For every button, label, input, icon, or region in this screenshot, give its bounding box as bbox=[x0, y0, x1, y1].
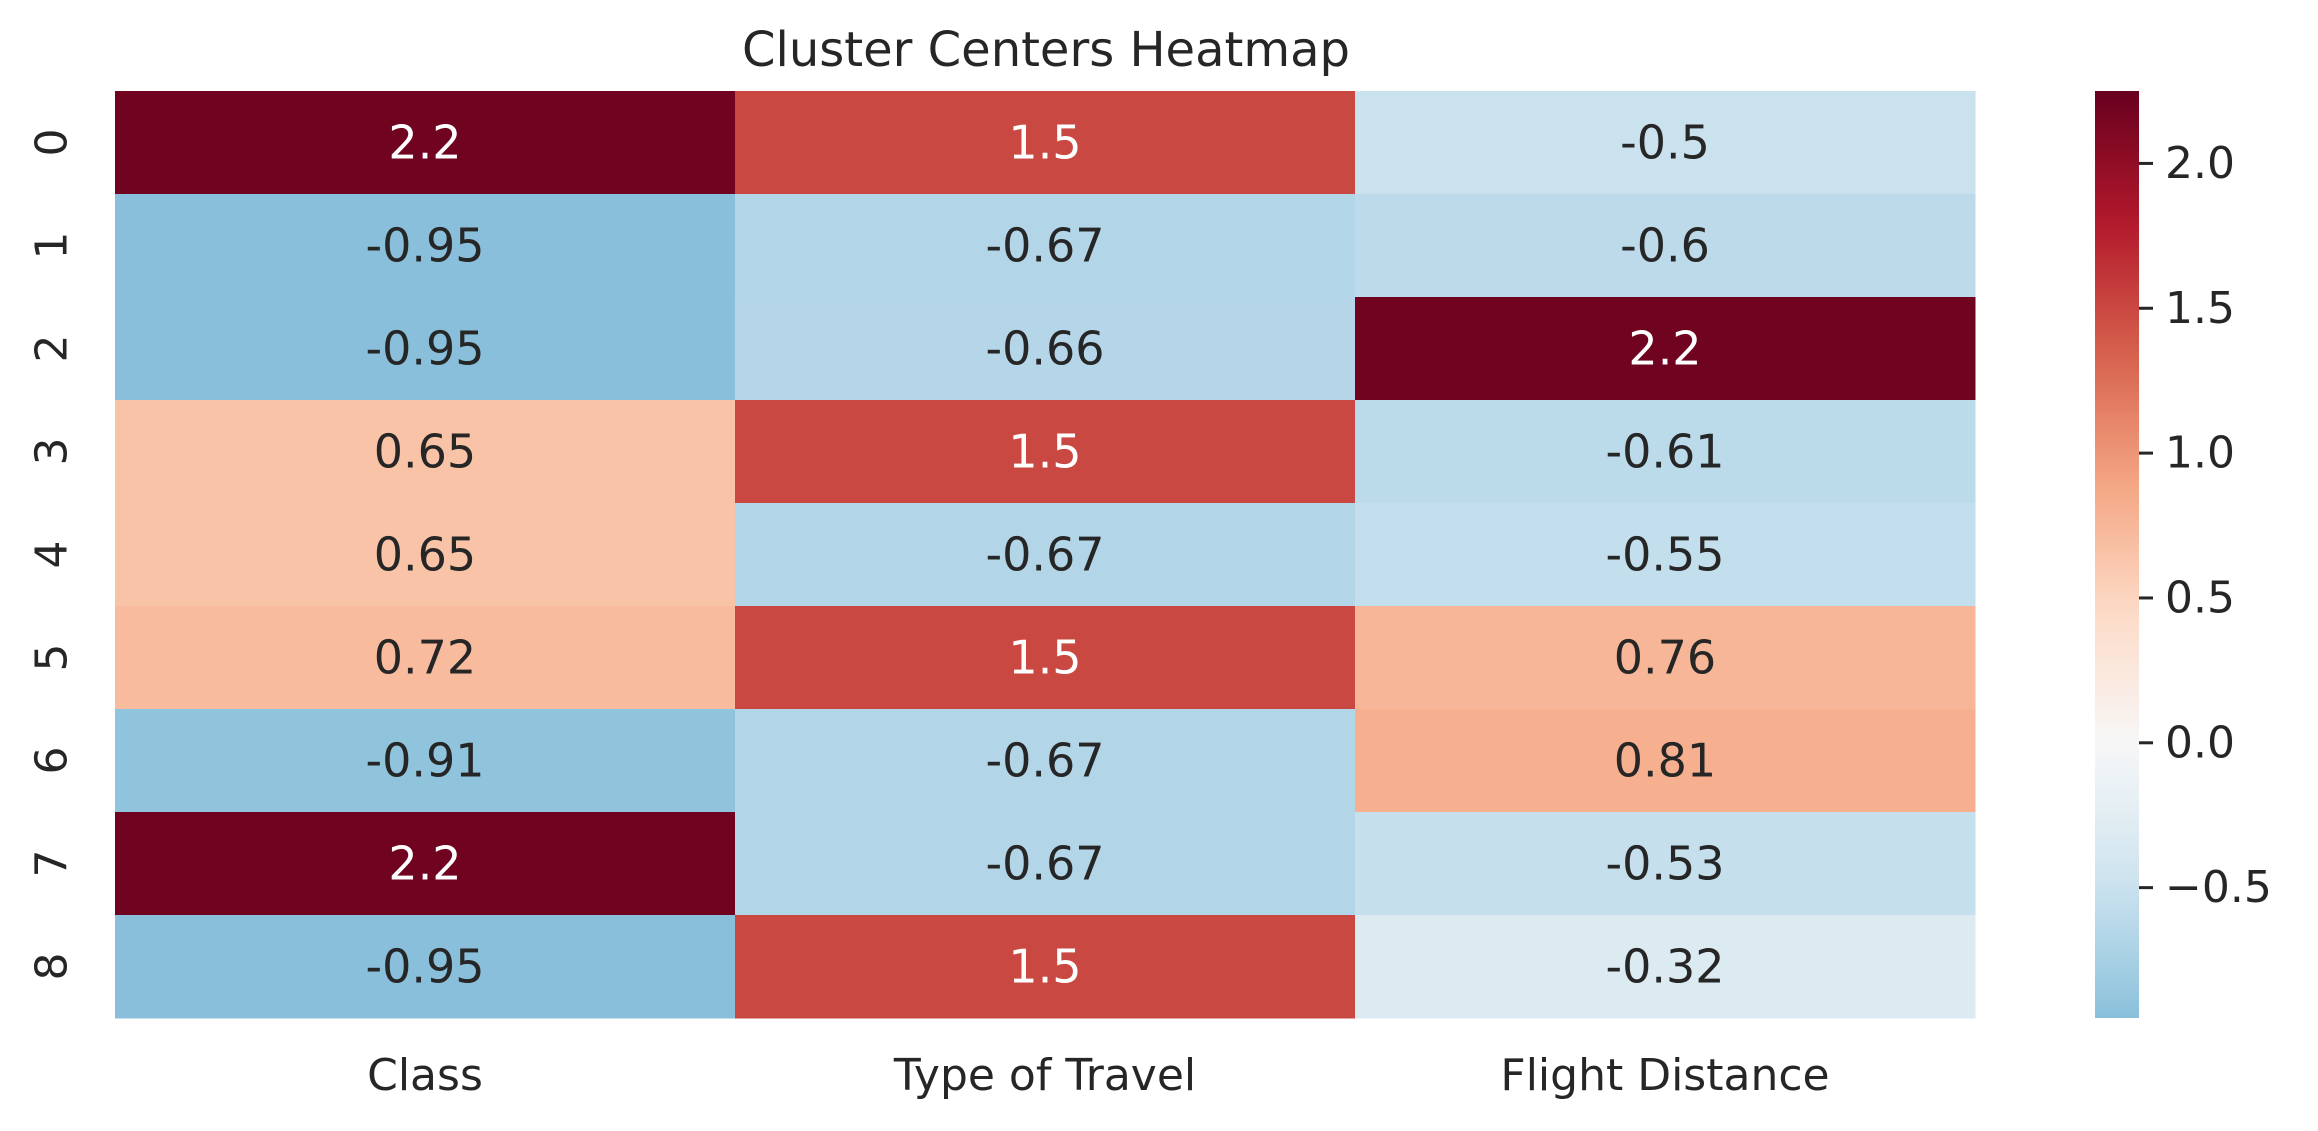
heatmap-cell bbox=[735, 297, 1356, 401]
cell-value-label: -0.61 bbox=[1605, 425, 1724, 479]
cell-value-label: 2.2 bbox=[388, 116, 461, 170]
heatmap-cell bbox=[735, 194, 1356, 298]
y-tick-label: 6 bbox=[27, 747, 78, 775]
heatmap-cell bbox=[1355, 606, 1976, 710]
y-tick-label: 3 bbox=[27, 438, 78, 466]
cell-value-label: -0.67 bbox=[985, 734, 1104, 788]
heatmap-cell bbox=[115, 297, 736, 401]
colorbar-gradient bbox=[2095, 91, 2139, 1018]
heatmap-cell bbox=[735, 400, 1356, 504]
heatmap-cell bbox=[735, 709, 1356, 813]
cell-value-label: 1.5 bbox=[1008, 425, 1081, 479]
heatmap-cell bbox=[115, 400, 736, 504]
y-tick-label: 2 bbox=[27, 335, 78, 363]
heatmap-cell bbox=[115, 709, 736, 813]
cell-value-label: 0.76 bbox=[1614, 631, 1716, 685]
cell-value-label: -0.32 bbox=[1605, 940, 1724, 994]
y-tick-label: 5 bbox=[27, 644, 78, 672]
colorbar: 2.0 1.5 1.0 0.5 0.0 −0.5 bbox=[2095, 91, 2272, 1018]
cell-value-label: 2.2 bbox=[1628, 322, 1701, 376]
heatmap-cell bbox=[1355, 709, 1976, 813]
y-tick-label: 4 bbox=[27, 541, 78, 569]
cell-value-label: -0.6 bbox=[1620, 219, 1710, 273]
heatmap-cell bbox=[735, 91, 1356, 195]
cell-value-label: 2.2 bbox=[388, 837, 461, 891]
cell-value-label: 0.65 bbox=[374, 528, 476, 582]
x-tick-label: Type of Travel bbox=[893, 1050, 1196, 1101]
heatmap-cell bbox=[1355, 194, 1976, 298]
heatmap-cell bbox=[115, 91, 736, 195]
heatmap-cell bbox=[735, 503, 1356, 607]
colorbar-tick-label: −0.5 bbox=[2165, 862, 2272, 913]
x-tick-label: Class bbox=[367, 1050, 483, 1101]
cell-value-label: -0.67 bbox=[985, 528, 1104, 582]
cell-value-label: 0.65 bbox=[374, 425, 476, 479]
cell-value-label: 1.5 bbox=[1008, 940, 1081, 994]
heatmap-cell bbox=[1355, 297, 1976, 401]
heatmap-cell bbox=[115, 606, 736, 710]
cell-value-label: -0.95 bbox=[365, 219, 484, 273]
y-tick-label: 0 bbox=[27, 129, 78, 157]
colorbar-tick-label: 2.0 bbox=[2165, 138, 2235, 189]
cell-value-label: 0.81 bbox=[1614, 734, 1716, 788]
y-tick-label: 1 bbox=[27, 232, 78, 260]
heatmap-cell bbox=[1355, 91, 1976, 195]
cell-value-label: -0.95 bbox=[365, 322, 484, 376]
cell-value-label: -0.53 bbox=[1605, 837, 1724, 891]
x-axis-tick-labels: Class Type of Travel Flight Distance bbox=[367, 1050, 1829, 1101]
cell-value-label: -0.66 bbox=[985, 322, 1104, 376]
heatmap-cell bbox=[735, 812, 1356, 916]
heatmap-cell bbox=[1355, 812, 1976, 916]
cell-value-label: 1.5 bbox=[1008, 116, 1081, 170]
colorbar-tick-label: 0.5 bbox=[2165, 572, 2235, 623]
heatmap-cell bbox=[115, 915, 736, 1019]
heatmap-cell bbox=[1355, 915, 1976, 1019]
cell-value-label: 0.72 bbox=[374, 631, 476, 685]
cell-value-label: -0.55 bbox=[1605, 528, 1724, 582]
heatmap-cell bbox=[115, 503, 736, 607]
y-tick-label: 7 bbox=[27, 850, 78, 878]
y-axis-tick-labels: 0 1 2 3 4 5 6 7 8 bbox=[27, 129, 78, 981]
cell-value-label: -0.67 bbox=[985, 219, 1104, 273]
heatmap-cell bbox=[1355, 503, 1976, 607]
heatmap-cell bbox=[735, 915, 1356, 1019]
x-tick-label: Flight Distance bbox=[1500, 1050, 1829, 1101]
colorbar-tick-label: 0.0 bbox=[2165, 717, 2235, 768]
heatmap-cell bbox=[115, 812, 736, 916]
colorbar-tick-label: 1.0 bbox=[2165, 428, 2235, 479]
cell-value-label: -0.91 bbox=[365, 734, 484, 788]
chart-title: Cluster Centers Heatmap bbox=[742, 22, 1350, 78]
heatmap-cells: 2.2 1.5 -0.5 -0.95 -0.67 -0.6 -0.95 -0.66 2.2 0.6… bbox=[115, 91, 1976, 1019]
heatmap-cell bbox=[1355, 400, 1976, 504]
cell-value-label: 1.5 bbox=[1008, 631, 1081, 685]
colorbar-tick-label: 1.5 bbox=[2165, 283, 2235, 334]
cell-value-label: -0.95 bbox=[365, 940, 484, 994]
heatmap-cell bbox=[735, 606, 1356, 710]
cell-value-label: -0.67 bbox=[985, 837, 1104, 891]
heatmap-cell bbox=[115, 194, 736, 298]
cell-value-label: -0.5 bbox=[1620, 116, 1710, 170]
y-tick-label: 8 bbox=[27, 953, 78, 981]
